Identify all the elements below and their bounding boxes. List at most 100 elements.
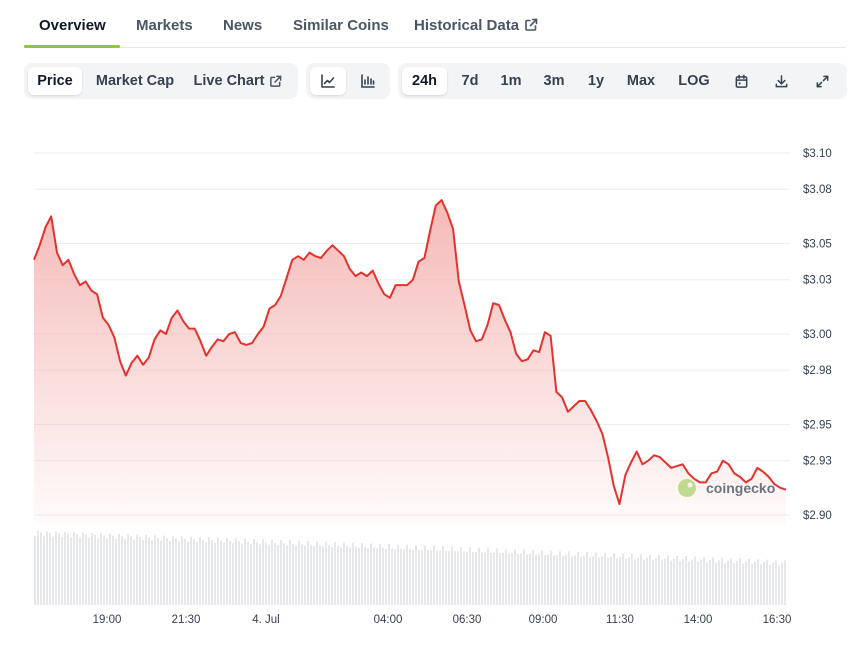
volume-bar: [523, 549, 525, 605]
volume-bar: [391, 548, 393, 605]
volume-bar: [106, 538, 108, 605]
tab-similar-coins[interactable]: Similar Coins: [293, 17, 389, 34]
volume-bar: [682, 559, 684, 605]
x-tick-label: 19:00: [93, 614, 122, 626]
candlestick-chart-icon[interactable]: [350, 67, 386, 95]
x-tick-label: 06:30: [453, 614, 482, 626]
volume-bar: [310, 544, 312, 605]
volume-bar: [244, 538, 246, 605]
volume-bar: [100, 533, 102, 605]
tab-markets[interactable]: Markets: [136, 17, 193, 34]
expand-icon[interactable]: [805, 67, 839, 95]
range-1m[interactable]: 1m: [500, 73, 522, 89]
volume-bar: [514, 549, 516, 605]
y-tick-label: $3.03: [803, 275, 832, 287]
volume-bar: [451, 546, 453, 605]
volume-bar: [364, 547, 366, 605]
volume-bar: [55, 531, 57, 605]
price-area: [34, 200, 786, 525]
volume-bar: [184, 538, 186, 605]
volume-bar: [217, 537, 219, 605]
volume-bar: [526, 554, 528, 605]
y-tick-label: $3.05: [803, 239, 832, 251]
volume-bar: [337, 545, 339, 605]
volume-bar: [766, 559, 768, 605]
range-3m[interactable]: 3m: [543, 73, 565, 89]
volume-bar: [445, 550, 447, 605]
volume-bar: [430, 550, 432, 605]
volume-bar: [622, 553, 624, 605]
volume-bar: [574, 555, 576, 605]
range-7d[interactable]: 7d: [461, 73, 479, 89]
y-tick-label: $3.00: [803, 329, 832, 341]
volume-bar: [46, 531, 48, 605]
volume-bar: [763, 561, 765, 605]
live-chart-link[interactable]: Live Chart: [188, 67, 288, 95]
volume-bar: [196, 542, 198, 605]
download-icon[interactable]: [764, 67, 798, 95]
tab-overview[interactable]: Overview: [39, 17, 106, 34]
volume-bar: [232, 543, 234, 605]
tab-historical-data[interactable]: Historical Data: [414, 17, 538, 34]
volume-bar: [226, 537, 228, 605]
volume-bar: [202, 539, 204, 605]
volume-bar: [220, 540, 222, 605]
volume-bar: [172, 535, 174, 605]
volume-bar: [73, 532, 75, 605]
volume-bar: [373, 547, 375, 605]
price-series: [33, 199, 787, 525]
log-scale-toggle[interactable]: LOG: [678, 73, 710, 89]
volume-bar: [154, 535, 156, 605]
volume-bar: [325, 541, 327, 605]
y-tick-label: $2.90: [803, 510, 832, 522]
volume-bar: [487, 548, 489, 605]
volume-bar: [706, 562, 708, 605]
volume-bar: [724, 563, 726, 605]
range-max[interactable]: Max: [626, 73, 656, 89]
tab-news[interactable]: News: [223, 17, 263, 34]
volume-bar: [223, 543, 225, 605]
volume-bar: [463, 551, 465, 605]
volume-bar: [679, 561, 681, 605]
volume-bar: [208, 537, 210, 605]
volume-bar: [688, 561, 690, 605]
volume-bar: [124, 539, 126, 605]
volume-bar: [517, 554, 519, 605]
volume-bar: [619, 557, 621, 605]
calendar-icon[interactable]: [724, 67, 758, 95]
volume-bar: [784, 560, 786, 605]
volume-bar: [685, 556, 687, 605]
volume-bar: [562, 555, 564, 605]
volume-bar: [67, 533, 69, 605]
volume-bar: [229, 541, 231, 605]
volume-bar: [49, 532, 51, 605]
volume-bar: [355, 546, 357, 605]
range-1y[interactable]: 1y: [587, 73, 605, 89]
volume-bar: [199, 536, 201, 605]
volume-bar: [583, 555, 585, 605]
market-cap-tab[interactable]: Market Cap: [95, 73, 175, 89]
volume-bar: [97, 538, 99, 605]
volume-bar: [415, 545, 417, 605]
volume-bars: [34, 531, 786, 605]
volume-bar: [631, 553, 633, 605]
volume-bar: [604, 552, 606, 605]
volume-bar: [760, 564, 762, 605]
volume-bar: [721, 557, 723, 605]
volume-bar: [268, 544, 270, 605]
price-tab[interactable]: Price: [28, 67, 82, 95]
volume-bar: [136, 534, 138, 605]
volume-bar: [280, 539, 282, 605]
volume-bar: [616, 558, 618, 605]
volume-bar: [748, 558, 750, 605]
volume-bar: [652, 559, 654, 605]
volume-bar: [568, 551, 570, 605]
line-chart-icon[interactable]: [310, 67, 346, 95]
volume-bar: [148, 537, 150, 605]
volume-bar: [433, 545, 435, 605]
volume-bar: [328, 545, 330, 605]
volume-bar: [739, 558, 741, 605]
range-24h[interactable]: 24h: [402, 67, 447, 95]
volume-bar: [295, 545, 297, 605]
